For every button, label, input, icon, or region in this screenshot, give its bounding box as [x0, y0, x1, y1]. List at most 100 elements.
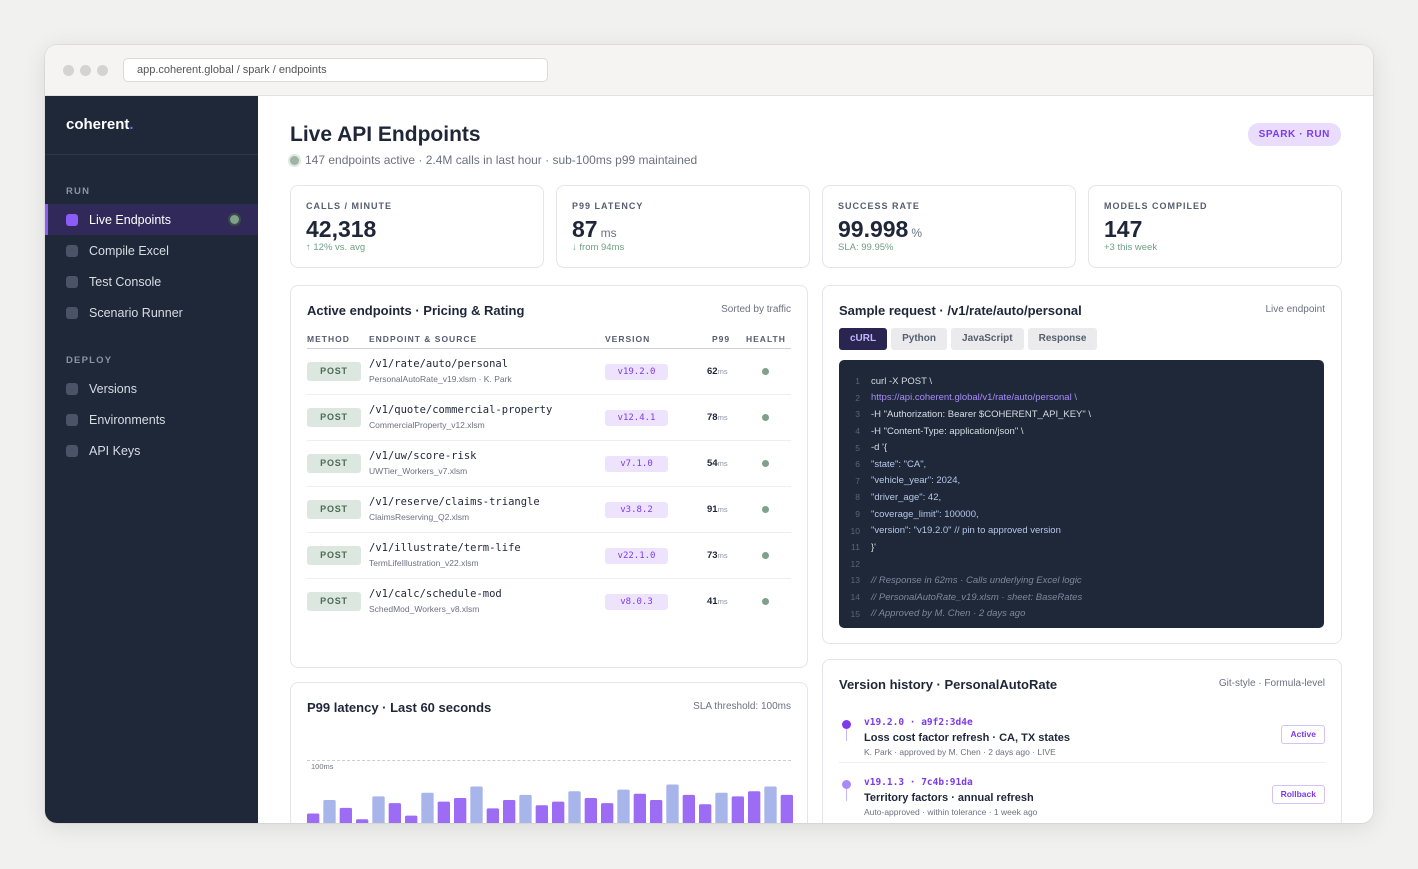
latency-bar — [323, 800, 336, 823]
endpoint-path[interactable]: /v1/calc/schedule-mod — [369, 588, 502, 600]
column-header-health[interactable]: HEALTH — [746, 334, 786, 344]
health-status-icon — [762, 552, 769, 559]
code-line: 9 "coverage_limit": 100000, — [855, 508, 979, 520]
code-line: 4 -H "Content-Type: application/json" \ — [855, 425, 1024, 437]
language-tabs: cURL Python JavaScript Response — [839, 328, 1098, 350]
latency-bar — [470, 786, 483, 823]
tab-javascript[interactable]: JavaScript — [951, 328, 1024, 350]
table-row[interactable]: POST /v1/reserve/claims-triangle ClaimsR… — [307, 487, 791, 533]
table-header-divider — [307, 348, 791, 349]
latency-bar — [356, 819, 369, 823]
sort-indicator[interactable]: Sorted by traffic — [721, 304, 791, 315]
endpoint-path[interactable]: /v1/illustrate/term-life — [369, 542, 521, 554]
column-header-endpoint[interactable]: ENDPOINT & SOURCE — [369, 334, 478, 344]
sidebar-item-compile-excel[interactable]: Compile Excel — [45, 235, 258, 266]
endpoint-path[interactable]: /v1/uw/score-risk — [369, 450, 477, 462]
kpi-card-models: MODELS COMPILED 147 +3 this week — [1088, 185, 1342, 268]
endpoint-source: SchedMod_Workers_v8.xlsm — [369, 604, 480, 614]
latency-bar — [454, 797, 467, 823]
latency-bar — [372, 796, 385, 823]
active-button[interactable]: Active — [1281, 725, 1325, 744]
sidebar-item-api-keys[interactable]: API Keys — [45, 435, 258, 466]
column-header-version[interactable]: VERSION — [605, 334, 651, 344]
code-block[interactable]: 1 curl -X POST \ 2 https://api.coherent.gl… — [839, 360, 1324, 628]
table-row[interactable]: POST /v1/rate/auto/personal PersonalAuto… — [307, 349, 791, 395]
p99-value: 62ms — [707, 366, 728, 377]
method-badge: POST — [307, 408, 361, 427]
sidebar-item-test-console[interactable]: Test Console — [45, 266, 258, 297]
threshold-line — [307, 760, 791, 761]
method-badge: POST — [307, 546, 361, 565]
endpoints-card: Active endpoints · Pricing & Rating Sort… — [290, 285, 808, 668]
sidebar-item-environments[interactable]: Environments — [45, 404, 258, 435]
sidebar-item-scenario-runner[interactable]: Scenario Runner — [45, 297, 258, 328]
brand-logo[interactable]: coherent. — [66, 116, 134, 133]
table-row[interactable]: POST /v1/quote/commercial-property Comme… — [307, 395, 791, 441]
latency-bar — [601, 803, 614, 823]
version-badge[interactable]: v19.2.0 — [605, 364, 668, 380]
version-badge[interactable]: v7.1.0 — [605, 456, 668, 472]
table-row[interactable]: POST /v1/illustrate/term-life TermLifeIl… — [307, 533, 791, 579]
minimize-window-dot[interactable] — [80, 65, 91, 76]
tab-curl[interactable]: cURL — [839, 328, 888, 350]
version-badge[interactable]: v8.0.3 — [605, 594, 668, 610]
column-header-p99[interactable]: P99 — [712, 334, 731, 344]
code-line: 6 "state": "CA", — [855, 458, 927, 470]
kpi-trend: ↓ from 94ms — [572, 242, 625, 253]
code-line: 3 -H "Authorization: Bearer $COHERENT_API… — [855, 408, 1092, 420]
latency-bar — [437, 801, 450, 823]
method-badge: POST — [307, 362, 361, 381]
endpoint-path[interactable]: /v1/quote/commercial-property — [369, 404, 553, 416]
latency-chart-card: P99 latency · Last 60 seconds SLA thresh… — [290, 682, 808, 823]
sidebar-item-label: Versions — [89, 381, 137, 396]
p99-value: 73ms — [707, 550, 728, 561]
tab-python[interactable]: Python — [891, 328, 948, 350]
health-status-icon — [762, 368, 769, 375]
table-row[interactable]: POST /v1/calc/schedule-mod SchedMod_Work… — [307, 579, 791, 625]
sidebar-item-live-endpoints[interactable]: Live Endpoints — [45, 204, 258, 235]
column-header-method[interactable]: METHOD — [307, 334, 350, 344]
method-badge: POST — [307, 500, 361, 519]
sidebar-item-label: API Keys — [89, 443, 141, 458]
endpoint-source: TermLifeIllustration_v22.xlsm — [369, 558, 479, 568]
version-meta: K. Park · approved by M. Chen · 2 days a… — [864, 747, 1056, 757]
latency-bar — [699, 804, 712, 823]
sidebar-item-versions[interactable]: Versions — [45, 373, 258, 404]
sidebar-item-label: Scenario Runner — [89, 305, 183, 320]
browser-titlebar: app.coherent.global / spark / endpoints — [45, 45, 1373, 96]
latency-bar — [780, 794, 793, 823]
health-status-icon — [762, 414, 769, 421]
version-badge[interactable]: v12.4.1 — [605, 410, 668, 426]
chart-title: P99 latency · Last 60 seconds — [307, 700, 492, 715]
divider — [839, 762, 1325, 763]
version-badge[interactable]: v22.1.0 — [605, 548, 668, 564]
close-window-dot[interactable] — [63, 65, 74, 76]
version-badge[interactable]: v3.8.2 — [605, 502, 668, 518]
tab-response[interactable]: Response — [1027, 328, 1098, 350]
kpi-label: CALLS / MINUTE — [306, 201, 392, 211]
latency-bar — [633, 793, 646, 823]
latency-bar — [339, 807, 352, 823]
code-line: 11}' — [851, 541, 876, 553]
latency-bar — [682, 794, 695, 823]
sidebar-divider — [45, 154, 258, 155]
rollback-button[interactable]: Rollback — [1271, 785, 1325, 804]
latency-bar — [519, 794, 532, 823]
page-title: Live API Endpoints — [290, 123, 481, 146]
commit-line — [846, 789, 847, 801]
endpoint-path[interactable]: /v1/reserve/claims-triangle — [369, 496, 540, 508]
version-hash: v19.2.0 · a9f2:3d4e — [864, 717, 973, 728]
version-item[interactable]: v19.1.3 · 7c4b:91da Territory factors · … — [839, 774, 1325, 823]
url-bar[interactable]: app.coherent.global / spark / endpoints — [123, 58, 548, 82]
table-row[interactable]: POST /v1/uw/score-risk UWTier_Workers_v7… — [307, 441, 791, 487]
latency-bar — [584, 797, 597, 823]
version-title: Loss cost factor refresh · CA, TX states — [864, 732, 1071, 744]
endpoint-path[interactable]: /v1/rate/auto/personal — [369, 358, 509, 370]
latency-bar — [715, 792, 728, 823]
maximize-window-dot[interactable] — [97, 65, 108, 76]
sidebar-item-label: Live Endpoints — [89, 212, 172, 227]
endpoint-source: ClaimsReserving_Q2.xlsm — [369, 512, 470, 522]
latency-bar — [764, 786, 777, 823]
version-item[interactable]: v19.2.0 · a9f2:3d4e Loss cost factor ref… — [839, 714, 1325, 774]
scenario-runner-icon — [66, 306, 78, 319]
